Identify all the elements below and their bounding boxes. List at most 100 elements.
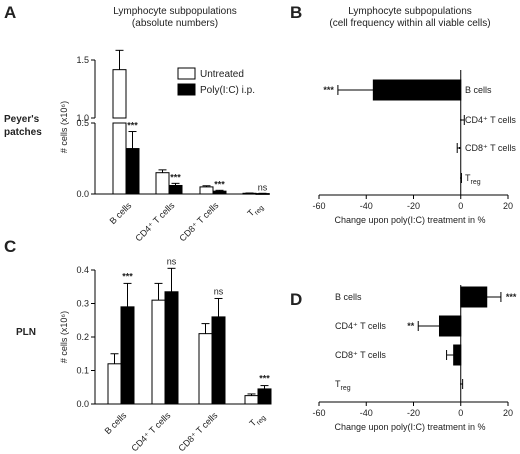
panel-c-significance: ns xyxy=(167,256,177,266)
panel-b-category-label: B cells xyxy=(465,85,492,95)
right-header-subtitle: (cell frequency within all viable cells) xyxy=(329,18,490,29)
left-header-subtitle: (absolute numbers) xyxy=(132,18,218,29)
panel-c-bar xyxy=(107,363,122,405)
panel-d-xtick-label: -40 xyxy=(360,408,373,418)
panel-d-bar xyxy=(438,315,462,337)
panel-c-bar xyxy=(120,306,135,405)
panel-a-category-label: Treg xyxy=(245,200,265,220)
panel-b-significance: *** xyxy=(323,85,334,95)
panel-b-category-label-text: T xyxy=(465,173,471,183)
panel-b-xtick-label: -40 xyxy=(360,201,373,211)
panel-a-ylabel: # cells (x10⁶) xyxy=(59,101,69,153)
panel-a-ytick-label: 1.5 xyxy=(76,55,89,65)
panel-c-bar xyxy=(257,388,272,405)
panel-c-bar xyxy=(198,333,213,405)
panel-d-category-label: CD8⁺ T cells xyxy=(335,350,386,360)
panel-a-significance: ns xyxy=(258,182,268,192)
panel-c-ytick-label: 0.2 xyxy=(76,332,89,342)
panel-c-significance: ns xyxy=(214,286,224,296)
panel-c-plot: 0.0 0.1 0.2 0.3 0.4 # cells (x10⁶) *** B cells n… xyxy=(59,256,272,453)
left-header-title: Lymphocyte subpopulations xyxy=(113,6,237,17)
panel-c-bar xyxy=(151,299,166,405)
panel-b-category-label-text: B cells xyxy=(465,85,492,95)
panel-d-xtick-label: 0 xyxy=(458,408,463,418)
panel-a-ytick-label: 0.5 xyxy=(76,118,89,128)
legend-swatch-untreated xyxy=(177,67,196,80)
legend-swatch-treated xyxy=(177,83,196,96)
panel-c-ytick-label: 0.1 xyxy=(76,366,89,376)
panel-c-bar xyxy=(211,316,226,405)
panel-a-significance: *** xyxy=(170,172,181,182)
panel-c-category-label-subscript: reg xyxy=(255,415,267,427)
panel-letter-a: A xyxy=(4,3,16,22)
panel-c-significance: *** xyxy=(259,374,270,384)
panel-d-xlabel: Change upon poly(I:C) treatment in % xyxy=(334,422,485,432)
panel-d-bar xyxy=(460,383,462,385)
panel-d-category-label: Treg xyxy=(335,379,351,392)
panel-a-significance: *** xyxy=(127,121,138,131)
panel-b-category-label-subscript: reg xyxy=(471,179,481,186)
panel-b-category-label-text: CD4⁺ T cells xyxy=(465,115,516,125)
panel-c-category-label-text: B cells xyxy=(103,410,129,436)
panel-a-category-label-text: CD8⁺ T cells xyxy=(177,200,220,243)
panel-c-ytick-label: 0.0 xyxy=(76,399,89,409)
panel-c-significance: *** xyxy=(122,271,133,281)
panel-c-bar xyxy=(164,291,179,405)
panel-b-category-label-text: CD8⁺ T cells xyxy=(465,143,516,153)
panel-a-bar xyxy=(125,148,140,195)
panel-a-category-label-text: B cells xyxy=(108,200,134,226)
panel-letter-c: C xyxy=(4,237,16,256)
panel-b-bar xyxy=(459,147,461,149)
row-label-peyers-2: patches xyxy=(4,127,42,138)
panel-c-ytick-label: 0.3 xyxy=(76,299,89,309)
panel-a-bar xyxy=(168,184,183,195)
panel-d-category-label-subscript: reg xyxy=(341,385,351,392)
panel-a-category-label: B cells xyxy=(108,200,134,226)
panel-letter-b: B xyxy=(290,3,302,22)
panel-d-plot: -60 -40 -20 0 20 Change upon poly(I:C) treatm… xyxy=(312,285,517,432)
panel-a-ytick-label: 0.0 xyxy=(76,189,89,199)
panel-d-xtick-label: -60 xyxy=(312,408,325,418)
panel-d-xtick-label: -20 xyxy=(407,408,420,418)
panel-a-category-label-text: T xyxy=(245,207,256,218)
right-header-title: Lymphocyte subpopulations xyxy=(348,6,472,17)
panel-d-category-label: B cells xyxy=(335,292,362,302)
panel-a-significance: *** xyxy=(214,179,225,189)
panel-d-xtick-label: 20 xyxy=(503,408,513,418)
panel-b-category-label: CD4⁺ T cells xyxy=(465,115,516,125)
panel-d-category-label-text: T xyxy=(335,379,341,389)
row-label-pln: PLN xyxy=(16,327,36,338)
panel-a-bar xyxy=(112,69,127,119)
panel-b-xlabel: Change upon poly(I:C) treatment in % xyxy=(334,215,485,225)
panel-b-bar xyxy=(372,79,462,101)
panel-d-category-label-text: CD8⁺ T cells xyxy=(335,350,386,360)
panel-d-significance: ** xyxy=(407,321,415,331)
row-label-peyers-1: Peyer's xyxy=(4,114,40,125)
panel-c-category-label: CD8⁺ T cells xyxy=(176,410,219,453)
panel-d-significance: *** xyxy=(506,292,517,302)
panel-a-bar-lower xyxy=(112,122,127,195)
panel-c-ylabel: # cells (x10⁶) xyxy=(59,311,69,363)
panel-c-category-label: CD4⁺ T cells xyxy=(129,410,172,453)
panel-c-category-label: B cells xyxy=(103,410,129,436)
panel-b-category-label: Treg xyxy=(465,173,481,186)
panel-b-category-label: CD8⁺ T cells xyxy=(465,143,516,153)
panel-c-ytick-label: 0.4 xyxy=(76,265,89,275)
panel-b-xtick-label: -60 xyxy=(312,201,325,211)
panel-b-xtick-label: -20 xyxy=(407,201,420,211)
panel-d-category-label: CD4⁺ T cells xyxy=(335,321,386,331)
panel-d-category-label-text: CD4⁺ T cells xyxy=(335,321,386,331)
panel-a-bar xyxy=(212,190,227,195)
panel-b-xtick-label: 0 xyxy=(458,201,463,211)
panel-c-category-label: Treg xyxy=(247,410,267,430)
panel-d-bar xyxy=(460,286,488,308)
panel-b-plot: -60 -40 -20 0 20 Change upon poly(I:C) treatm… xyxy=(312,70,516,225)
panel-c-category-label-text: CD8⁺ T cells xyxy=(176,410,219,453)
panel-d-bar xyxy=(453,344,462,366)
legend-label-untreated: Untreated xyxy=(200,69,244,80)
panel-a-bar xyxy=(199,186,214,195)
panel-a-ytick-label: 1.0 xyxy=(76,113,89,123)
panel-a-category-label-subscript: reg xyxy=(253,205,265,217)
